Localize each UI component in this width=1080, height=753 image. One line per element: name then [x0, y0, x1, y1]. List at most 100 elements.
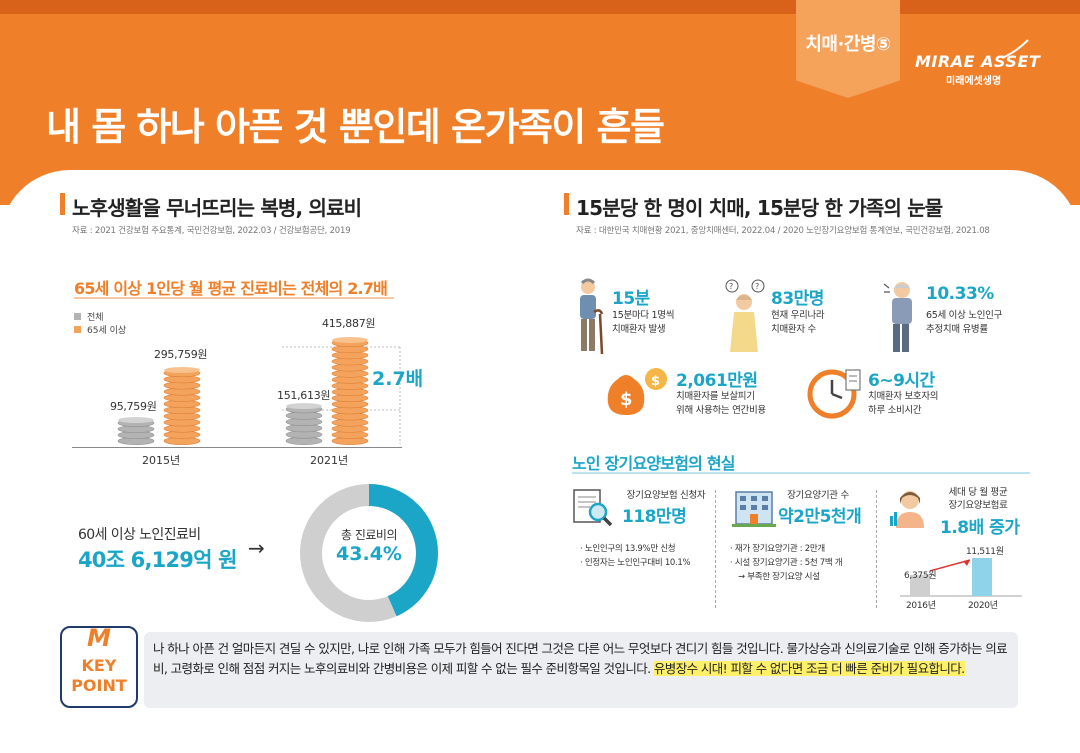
coin-stack-total-2021년 [285, 403, 323, 445]
keypoint-m-logo: M [87, 624, 111, 652]
page-title: 내 몸 하나 아픈 것 뿐인데 온가족이 흔들 [46, 105, 665, 149]
card-applicants-value: 118만명 [622, 507, 687, 527]
category-tab [796, 0, 900, 98]
ltc-subsection-title: 노인 장기요양보험의 현실 [572, 454, 735, 473]
donut-chart [300, 484, 438, 622]
left-source-note: 자료 : 2021 건강보험 주요통계, 국민건강보험, 2022.03 / 건… [72, 226, 351, 236]
x-tick-2015: 2015년 [142, 454, 181, 467]
arrow-right-icon: → [248, 536, 265, 560]
legend-swatch-total [74, 313, 81, 320]
section-marker [60, 193, 65, 215]
stat-value-prevalence: 10.33% [926, 284, 994, 304]
chart-baseline [72, 447, 402, 448]
right-source-note: 자료 : 대한민국 치매현황 2021, 중앙치매센터, 2022.04 / 2… [576, 226, 990, 236]
stat-desc-prevalence-2: 추정치매 유병률 [926, 324, 988, 335]
chart-title-underline [74, 297, 394, 299]
card-applicants-bullet-2: · 인정자는 노인인구대비 10.1% [580, 558, 691, 568]
elderly-man-with-cane-icon [580, 278, 604, 355]
card-facilities-label: 장기요양기관 수 [787, 490, 849, 501]
elderly-man-headache-icon [883, 282, 912, 352]
value-label-2021-65plus: 415,887원 [322, 317, 376, 330]
chart-title: 65세 이상 1인당 월 평균 진료비는 전체의 2.7배 [74, 279, 388, 298]
stat-value-care-hours: 6~9시간 [868, 371, 935, 391]
card-facilities-bullet-1: · 재가 장기요양기관 : 2만개 [730, 544, 825, 554]
elderly-woman-confused-icon: ? ? [725, 279, 765, 352]
legend-label-65plus: 65세 이상 [87, 326, 127, 336]
building-icon [732, 491, 776, 527]
stat-desc-15min-2: 치매환자 발생 [612, 324, 666, 335]
premium-value-2020: 11,511원 [966, 547, 1004, 557]
increase-arrow [929, 559, 971, 572]
keypoint-badge [60, 626, 138, 708]
legend-swatch-65plus [74, 326, 81, 333]
keypoint-text: 나 하나 아픈 건 얼마든지 견딜 수 있지만, 나로 인해 가족 모두가 힘들… [153, 641, 1008, 676]
brand-logo-korean: 미래에셋생명 [946, 76, 1002, 87]
increase-arrow-head [963, 560, 970, 566]
card-divider [876, 490, 877, 608]
stat-desc-care-hours-1: 치매환자 보호자의 [868, 391, 939, 402]
bullet-text: 시설 장기요양기관 : 5천 7백 개 [734, 558, 843, 568]
coin-stack-total-2015년 [117, 417, 155, 445]
svg-text:$: $ [620, 389, 633, 410]
clock-icon [807, 369, 861, 419]
ltc-subsection-underline [572, 472, 1030, 474]
stat-desc-patients-1: 현재 우리나라 [771, 310, 825, 321]
money-bag-icon: $ $ [607, 368, 667, 415]
coin-stack-65plus-2021년 [331, 337, 369, 445]
category-label: 치매·간병⑤ [805, 34, 891, 55]
section-marker [564, 193, 569, 215]
logo-swoosh-icon [1001, 39, 1029, 59]
card-premium-label-1: 세대 당 월 평균 [948, 487, 1008, 498]
x-tick-2021: 2021년 [310, 454, 349, 467]
stat-desc-annual-cost-2: 위해 사용하는 연간비용 [676, 405, 766, 416]
keypoint-label: KEY POINT [71, 656, 127, 695]
premium-bar-chart [900, 558, 1022, 597]
left-section-title: 노후생활을 무너뜨리는 복병, 의료비 [72, 196, 362, 220]
card-applicants-label: 장기요양보험 신청자 [626, 490, 706, 501]
stat-desc-patients-2: 치매환자 수 [771, 324, 816, 335]
premium-tick-2020: 2020년 [968, 601, 998, 611]
donut-percentage: 43.4% [336, 543, 402, 565]
donut-arc [300, 484, 438, 622]
stat-desc-care-hours-2: 하루 소비시간 [868, 405, 922, 416]
card-premium-label-2: 장기요양보험료 [948, 500, 1008, 511]
premium-bar-2016년 [910, 574, 930, 596]
stat-value-15min: 15분 [612, 289, 650, 309]
value-label-2015-65plus: 295,759원 [154, 348, 208, 361]
bullet-text: 인정자는 노인인구대비 10.1% [584, 558, 691, 568]
value-label-2021-total: 151,613원 [277, 389, 331, 402]
stat-value-patients: 83만명 [771, 289, 824, 309]
brand-logo: MIRAE ASSET [915, 52, 1041, 71]
premium-tick-2016: 2016년 [906, 601, 936, 611]
person-with-chart-icon [890, 491, 924, 528]
card-facilities-value: 약2만5천개 [778, 507, 862, 527]
svg-text:?: ? [755, 282, 759, 291]
legend-item-total: 전체 [74, 310, 104, 323]
card-facilities-bullet-3: → 부족한 장기요양 시설 [738, 572, 820, 582]
card-premium-value: 1.8배 증가 [940, 518, 1020, 538]
elderly-cost-label: 60세 이상 노인진료비 [78, 527, 201, 543]
donut-caption: 총 진료비의 [340, 528, 398, 542]
coin-stack-65plus-2015년 [163, 367, 201, 445]
document-magnifier-icon [573, 489, 613, 527]
legend-label-total: 전체 [87, 313, 104, 323]
bullet-text: 노인인구의 13.9%만 신청 [584, 544, 676, 554]
premium-bar-2020년 [972, 558, 992, 596]
right-section-title: 15분당 한 명이 치매, 15분당 한 가족의 눈물 [576, 196, 943, 220]
bullet-text: 재가 장기요양기관 : 2만개 [734, 544, 825, 554]
card-applicants-bullet-1: · 노인인구의 13.9%만 신청 [580, 544, 676, 554]
card-facilities-bullet-2: · 시설 장기요양기관 : 5천 7백 개 [730, 558, 843, 568]
value-label-2015-total: 95,759원 [110, 400, 157, 413]
ratio-callout: 2.7배 [372, 368, 424, 390]
stat-value-annual-cost: 2,061만원 [676, 371, 758, 391]
card-divider [715, 490, 716, 608]
premium-value-2016: 6,375원 [904, 571, 937, 581]
svg-text:$: $ [651, 374, 660, 389]
legend-item-65plus: 65세 이상 [74, 323, 126, 336]
keypoint-body: 나 하나 아픈 건 얼마든지 견딜 수 있지만, 나로 인해 가족 모두가 힘들… [153, 639, 1013, 679]
stat-desc-15min-1: 15분마다 1명씩 [612, 310, 675, 321]
elderly-cost-value: 40조 6,129억 원 [78, 548, 237, 572]
svg-text:?: ? [729, 282, 733, 291]
stat-desc-prevalence-1: 65세 이상 노인인구 [926, 310, 1003, 321]
stat-desc-annual-cost-1: 치매환자를 보살피기 [676, 391, 755, 402]
